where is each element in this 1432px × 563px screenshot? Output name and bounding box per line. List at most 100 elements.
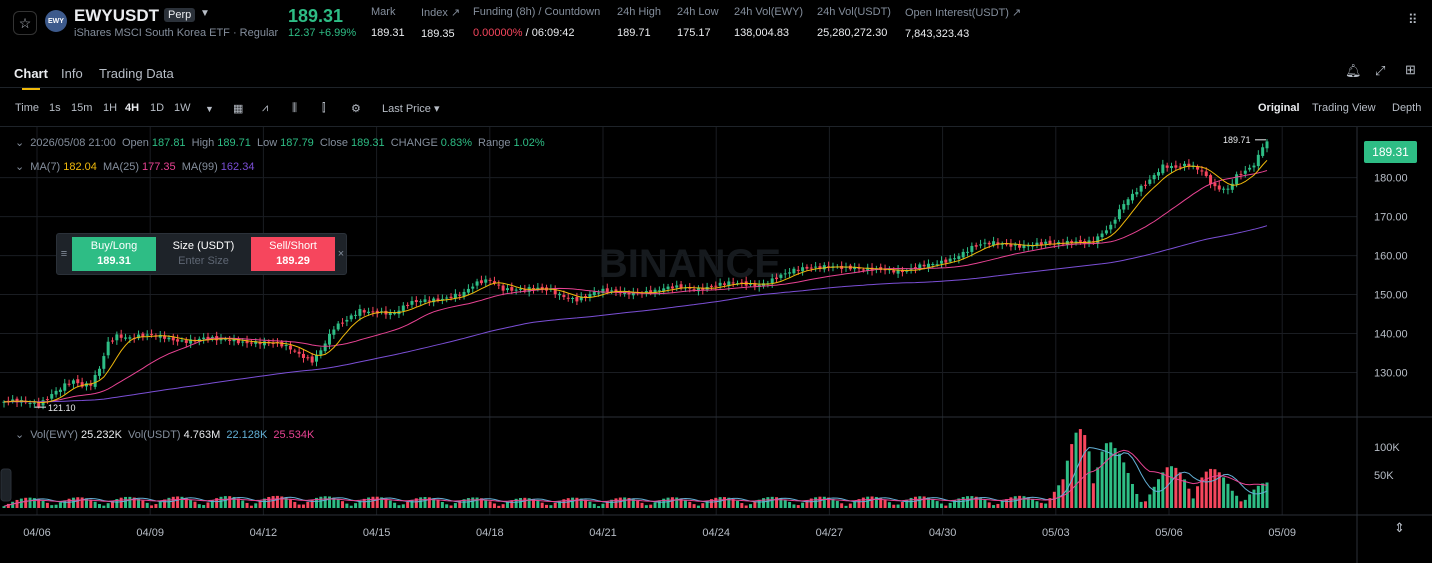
tab-chart[interactable]: Chart	[14, 66, 48, 90]
volume-bar	[93, 501, 97, 508]
candle-body	[93, 374, 97, 387]
volume-bar	[63, 500, 67, 508]
candle-body	[1130, 193, 1134, 201]
candle-body	[1148, 179, 1152, 184]
candle-body	[896, 269, 900, 274]
volume-bar	[1026, 497, 1030, 508]
panel-toggle-tab[interactable]	[0, 468, 12, 502]
size-input[interactable]: Size (USDT) Enter Size	[156, 237, 251, 271]
indicators-icon[interactable]: ⩘	[262, 102, 269, 114]
candle-date: 2026/05/08 21:00	[30, 137, 116, 149]
candle-body	[67, 383, 71, 385]
expand-icon[interactable]: ⤢	[1375, 63, 1386, 78]
view-depth[interactable]: Depth	[1392, 102, 1422, 114]
volume-bar	[1217, 472, 1221, 508]
volume-bar	[280, 496, 284, 508]
sell-short-button[interactable]: Sell/Short 189.29	[251, 237, 335, 271]
volume-bar	[1143, 501, 1147, 508]
volume-ma2-line	[3, 449, 1268, 507]
price-chart[interactable]: BINANCE 180.00 170.00 160.00 150.00 140.00 130…	[0, 127, 1432, 563]
candle-body	[349, 315, 353, 320]
candle-body	[232, 339, 236, 342]
volume-bar	[549, 505, 553, 508]
candle-body	[601, 288, 605, 294]
candle-body	[102, 356, 106, 369]
chart-area[interactable]: BINANCE 180.00 170.00 160.00 150.00 140.00 130…	[0, 126, 1432, 563]
volume-bar	[1130, 483, 1134, 508]
time-axis-label: 04/24	[702, 527, 730, 539]
layout-grid-icon[interactable]: ⊞	[1405, 62, 1416, 77]
interval-1s[interactable]: 1s	[49, 102, 61, 114]
settings-icon[interactable]: ⚙	[351, 103, 361, 115]
favorite-star-icon[interactable]: ☆	[13, 11, 37, 35]
volume-bar	[518, 497, 522, 508]
drag-handle-icon[interactable]: ≡	[60, 248, 68, 260]
candle-body	[1096, 236, 1100, 244]
close-icon[interactable]: ×	[337, 248, 345, 260]
tab-trading-data[interactable]: Trading Data	[99, 66, 174, 81]
chevron-down-icon[interactable]: ▼	[200, 8, 210, 19]
stat-index[interactable]: Index ↗ 189.35	[421, 6, 460, 40]
volume-bar	[970, 496, 974, 508]
symbol-selector[interactable]: EWYUSDT	[74, 6, 159, 25]
interval-1h[interactable]: 1H	[103, 102, 118, 114]
interval-time[interactable]: Time	[15, 102, 40, 114]
candle-body	[514, 289, 518, 291]
stat-mark: Mark 189.31	[371, 6, 405, 39]
volume-bar	[983, 500, 987, 508]
volume-bar	[397, 505, 401, 508]
stat-value: 189.31	[371, 27, 405, 39]
more-options-icon[interactable]: ⠿	[1408, 12, 1418, 27]
volume-bar	[683, 499, 687, 508]
volume-bar	[675, 497, 679, 508]
collapse-icon[interactable]: ⌄	[15, 161, 25, 173]
interval-1d[interactable]: 1D	[150, 102, 165, 114]
range-label: Range	[478, 137, 511, 149]
candle-body	[670, 286, 674, 289]
last-price: 189.31	[288, 6, 344, 26]
volume-bar	[6, 503, 10, 508]
calendar-icon[interactable]: ▦	[233, 103, 244, 115]
time-axis-label: 05/06	[1155, 527, 1183, 539]
candle-body	[271, 343, 275, 345]
volume-bar	[328, 496, 332, 508]
price-type-dropdown[interactable]: Last Price ▾	[382, 103, 440, 115]
ma7-label: MA(7)	[30, 161, 61, 173]
stat-open-interest[interactable]: Open Interest(USDT) ↗ 7,843,323.43	[905, 6, 1021, 40]
candle-body	[445, 297, 449, 299]
candle-body	[948, 258, 952, 262]
candle-body	[319, 350, 323, 355]
volume-bar	[410, 499, 414, 508]
volume-bar	[1022, 496, 1026, 508]
volume-bar	[484, 499, 488, 508]
buy-long-button[interactable]: Buy/Long 189.31	[72, 237, 156, 271]
volume-bar	[115, 499, 119, 508]
candle-body	[592, 291, 596, 296]
candle-body	[675, 285, 679, 288]
candle-body	[332, 329, 336, 335]
volume-bar	[909, 497, 913, 508]
candle-body	[792, 268, 796, 274]
candle-body	[653, 289, 657, 294]
candle-body	[809, 267, 813, 269]
view-original[interactable]: Original	[1258, 102, 1300, 114]
high-marker-label: 189.71	[1223, 135, 1251, 145]
volume-bar	[514, 498, 518, 508]
contract-type-badge: Perp	[164, 8, 196, 22]
intervals-dropdown-icon[interactable]: ▼	[205, 104, 214, 114]
candles-icon[interactable]: ⫿	[322, 102, 326, 114]
tab-info[interactable]: Info	[61, 66, 83, 81]
view-trading-view[interactable]: Trading View	[1312, 102, 1376, 114]
candle-body	[1143, 184, 1147, 186]
chart-type-icon[interactable]: ⫼	[292, 102, 298, 114]
candle-body	[1109, 224, 1113, 230]
interval-1w[interactable]: 1W	[174, 102, 191, 114]
interval-4h[interactable]: 4H	[125, 102, 140, 114]
interval-15m[interactable]: 15m	[71, 102, 93, 114]
candle-body	[939, 260, 943, 264]
reset-scale-icon[interactable]: ⇕	[1394, 520, 1405, 535]
collapse-icon[interactable]: ⌄	[15, 429, 25, 441]
bell-icon[interactable]: 🔔︎	[1345, 63, 1362, 78]
volume-bar	[905, 499, 909, 508]
collapse-icon[interactable]: ⌄	[15, 137, 25, 149]
